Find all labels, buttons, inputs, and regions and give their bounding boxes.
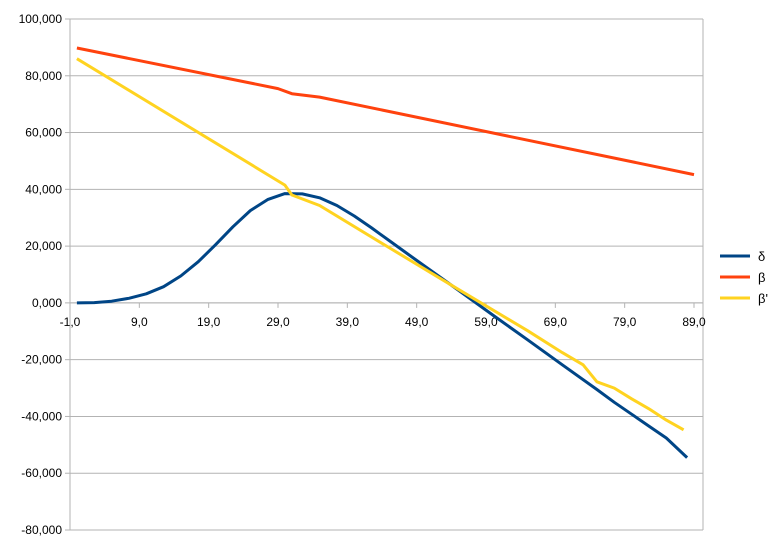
- series-lines: [76, 46, 695, 459]
- y-tick-label: -80,000: [21, 523, 62, 537]
- x-tick-label: 69,0: [544, 315, 568, 329]
- y-tick-label: 100,000: [19, 12, 63, 26]
- y-tick-label: 40,000: [25, 182, 62, 196]
- x-tick-label: 49,0: [405, 315, 429, 329]
- y-tick-label: -60,000: [21, 466, 62, 480]
- legend-label: β': [758, 291, 768, 306]
- y-tick-labels: 100,000 80,000 60,000 40,000 20,000 0,000 -20,…: [19, 12, 63, 537]
- x-tick-label: 29,0: [266, 315, 290, 329]
- x-tick-label: -1,0: [60, 315, 81, 329]
- y-tick-label: 20,000: [25, 239, 62, 253]
- x-tick-label: 9,0: [131, 315, 148, 329]
- y-tick-label: 0,000: [32, 296, 62, 310]
- legend-label: β: [758, 270, 765, 285]
- x-tick-label: 19,0: [197, 315, 221, 329]
- legend: δβ β': [720, 249, 768, 306]
- x-tick-label: 39,0: [336, 315, 360, 329]
- x-tick-labels: -1,0 9,0 19,0 29,0 39,0 49,0 59,0 69,0 79,0 89,0: [60, 315, 706, 329]
- y-tick-label: 80,000: [25, 69, 62, 83]
- series-line-0: [76, 192, 689, 459]
- axes: [65, 18, 704, 531]
- y-tick-label: -20,000: [21, 353, 62, 367]
- y-tick-label: 60,000: [25, 126, 62, 140]
- x-tick-label: 89,0: [682, 315, 706, 329]
- x-tick-label: 79,0: [613, 315, 637, 329]
- x-tick-label: 59,0: [474, 315, 498, 329]
- y-tick-label: -40,000: [21, 409, 62, 423]
- legend-label: δ: [758, 249, 765, 264]
- series-line-2: [76, 57, 685, 432]
- series-line-1: [76, 46, 695, 177]
